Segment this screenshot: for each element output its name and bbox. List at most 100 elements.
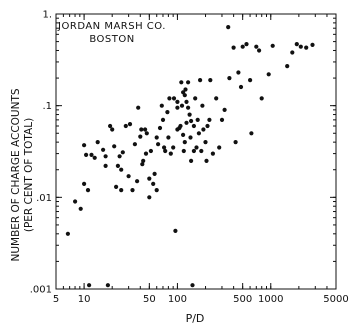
data-point (78, 206, 83, 211)
data-point (95, 140, 100, 145)
data-point (186, 105, 191, 110)
data-point (167, 96, 172, 101)
data-point (231, 45, 236, 50)
data-point (184, 99, 189, 104)
y-axis-label-line-2: (PER CENT OF TOTAL) (23, 118, 35, 232)
data-point (196, 131, 201, 136)
data-point (194, 145, 199, 150)
data-point (168, 151, 173, 156)
y-tick-label: .1 (42, 101, 52, 112)
data-point (165, 110, 170, 115)
data-point (227, 76, 232, 81)
data-point (189, 118, 194, 124)
data-point (179, 80, 184, 85)
data-point (120, 150, 125, 155)
data-point (123, 123, 128, 129)
x-tick-label: 1000 (258, 294, 283, 305)
data-point (157, 125, 163, 131)
data-point (85, 188, 91, 193)
data-point (259, 96, 264, 101)
data-point (190, 283, 195, 288)
data-point (184, 120, 189, 125)
data-point (298, 44, 303, 49)
data-point (193, 96, 198, 101)
data-point (101, 147, 106, 152)
data-point (191, 123, 196, 129)
data-point (138, 134, 143, 139)
data-point (217, 145, 222, 150)
x-tick-label: 5000 (323, 294, 348, 305)
data-point (285, 64, 290, 69)
data-point (144, 131, 149, 136)
data-point (186, 80, 191, 85)
x-axis-label: P/D (186, 312, 205, 325)
data-point (188, 135, 193, 140)
data-point (89, 152, 94, 157)
x-tick-label: 100 (168, 294, 187, 305)
data-point (154, 135, 159, 140)
data-point (114, 184, 119, 189)
data-point (147, 176, 152, 181)
data-point (140, 162, 145, 167)
data-point (207, 117, 212, 122)
axis-ticks: 5 10 50 100 500 1000 5000 .001 .01 .1 1. (30, 10, 349, 306)
data-point (119, 167, 124, 172)
data-point (87, 283, 92, 288)
data-point (191, 148, 196, 154)
y-tick-label: .001 (30, 285, 52, 296)
data-point (126, 174, 131, 179)
data-point (187, 112, 192, 117)
data-point (208, 78, 213, 83)
data-point (92, 155, 97, 160)
y-tick-label: 1. (42, 10, 52, 21)
data-point (254, 44, 259, 49)
data-point (82, 143, 87, 148)
data-point (175, 99, 180, 104)
data-point (117, 154, 122, 159)
data-point (240, 44, 245, 49)
data-point (294, 42, 299, 47)
data-point (203, 140, 208, 145)
data-point (65, 231, 70, 236)
data-point (112, 144, 117, 149)
data-point (205, 123, 210, 129)
data-point (257, 48, 262, 53)
data-points (65, 25, 315, 288)
data-point (181, 148, 186, 154)
annotation-line-2: BOSTON (89, 34, 134, 45)
data-point (147, 195, 152, 200)
data-point (244, 42, 249, 47)
x-tick-label: 10 (78, 294, 91, 305)
data-point (166, 135, 171, 140)
data-point (84, 152, 89, 157)
data-point (249, 131, 254, 136)
data-point (178, 123, 183, 129)
data-point (82, 181, 87, 186)
data-point (73, 199, 78, 204)
data-point (175, 105, 180, 110)
data-point (179, 103, 185, 108)
data-point (226, 25, 231, 30)
data-point (214, 96, 219, 101)
data-point (103, 163, 108, 168)
data-point (173, 228, 178, 233)
data-point (136, 105, 141, 110)
data-point (139, 127, 144, 132)
data-point (201, 127, 206, 132)
data-point (304, 45, 309, 50)
data-point (222, 107, 227, 112)
data-point (219, 117, 225, 122)
data-point (270, 43, 275, 48)
data-point (171, 145, 176, 150)
y-tick-label: .01 (36, 193, 52, 204)
data-point (143, 127, 148, 132)
x-tick-label: 50 (143, 294, 156, 305)
data-point (151, 181, 156, 186)
data-point (163, 148, 168, 154)
data-point (159, 103, 164, 108)
data-point (156, 142, 161, 147)
data-point (135, 179, 140, 184)
plot-frame (55, 13, 337, 290)
data-point (130, 188, 135, 193)
